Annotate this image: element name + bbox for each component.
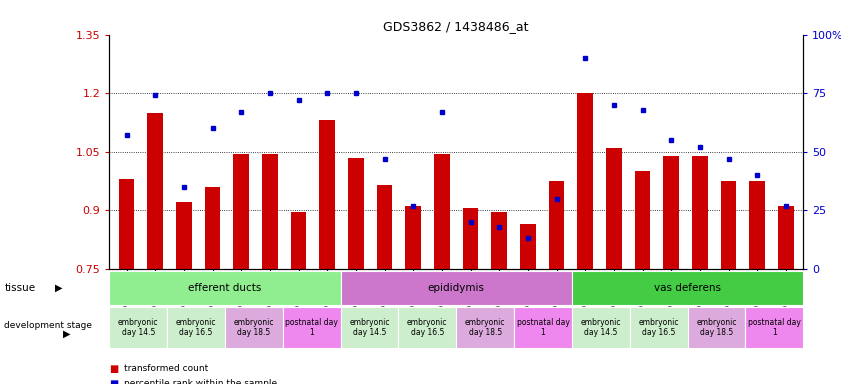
Bar (204, 187, 220, 269)
Bar (572, 307, 630, 348)
Bar (399, 307, 456, 348)
Bar (721, 181, 737, 269)
Text: embryonic
day 18.5: embryonic day 18.5 (234, 318, 274, 337)
Bar (548, 181, 564, 269)
Bar (572, 271, 803, 305)
Bar (109, 271, 341, 305)
Title: GDS3862 / 1438486_at: GDS3862 / 1438486_at (383, 20, 529, 33)
Bar (456, 307, 514, 348)
Bar (463, 208, 479, 269)
Text: embryonic
day 18.5: embryonic day 18.5 (696, 318, 737, 337)
Text: embryonic
day 18.5: embryonic day 18.5 (465, 318, 505, 337)
Text: postnatal day
1: postnatal day 1 (748, 318, 801, 337)
Bar (749, 181, 765, 269)
Bar (778, 206, 794, 269)
Bar (434, 154, 450, 269)
Bar (233, 154, 249, 269)
Text: transformed count: transformed count (124, 364, 209, 373)
Bar (119, 179, 135, 269)
Text: epididymis: epididymis (428, 283, 484, 293)
Bar (225, 307, 283, 348)
Text: embryonic
day 16.5: embryonic day 16.5 (407, 318, 447, 337)
Bar (745, 307, 803, 348)
Bar (320, 121, 335, 269)
Bar (688, 307, 745, 348)
Bar (262, 154, 278, 269)
Text: embryonic
day 14.5: embryonic day 14.5 (118, 318, 158, 337)
Bar (167, 307, 225, 348)
Bar (635, 171, 650, 269)
Text: ▶: ▶ (63, 328, 71, 338)
Bar (341, 307, 399, 348)
Text: postnatal day
1: postnatal day 1 (285, 318, 338, 337)
Bar (348, 157, 364, 269)
Bar (630, 307, 688, 348)
Text: ■: ■ (109, 364, 119, 374)
Text: vas deferens: vas deferens (654, 283, 721, 293)
Text: percentile rank within the sample: percentile rank within the sample (124, 379, 278, 384)
Bar (692, 156, 708, 269)
Text: embryonic
day 14.5: embryonic day 14.5 (580, 318, 621, 337)
Bar (520, 224, 536, 269)
Text: ■: ■ (109, 379, 119, 384)
Text: efferent ducts: efferent ducts (188, 283, 262, 293)
Text: embryonic
day 16.5: embryonic day 16.5 (176, 318, 216, 337)
Bar (291, 212, 306, 269)
Text: development stage: development stage (4, 321, 93, 330)
Bar (405, 206, 421, 269)
Text: ▶: ▶ (55, 283, 62, 293)
Text: postnatal day
1: postnatal day 1 (516, 318, 569, 337)
Text: embryonic
day 16.5: embryonic day 16.5 (638, 318, 679, 337)
Bar (606, 148, 621, 269)
Text: tissue: tissue (4, 283, 35, 293)
Bar (147, 113, 163, 269)
Bar (578, 93, 593, 269)
Text: embryonic
day 14.5: embryonic day 14.5 (349, 318, 389, 337)
Bar (176, 202, 192, 269)
Bar (341, 271, 572, 305)
Bar (377, 185, 393, 269)
Bar (664, 156, 680, 269)
Bar (491, 212, 507, 269)
Bar (109, 307, 167, 348)
Bar (283, 307, 341, 348)
Bar (514, 307, 572, 348)
